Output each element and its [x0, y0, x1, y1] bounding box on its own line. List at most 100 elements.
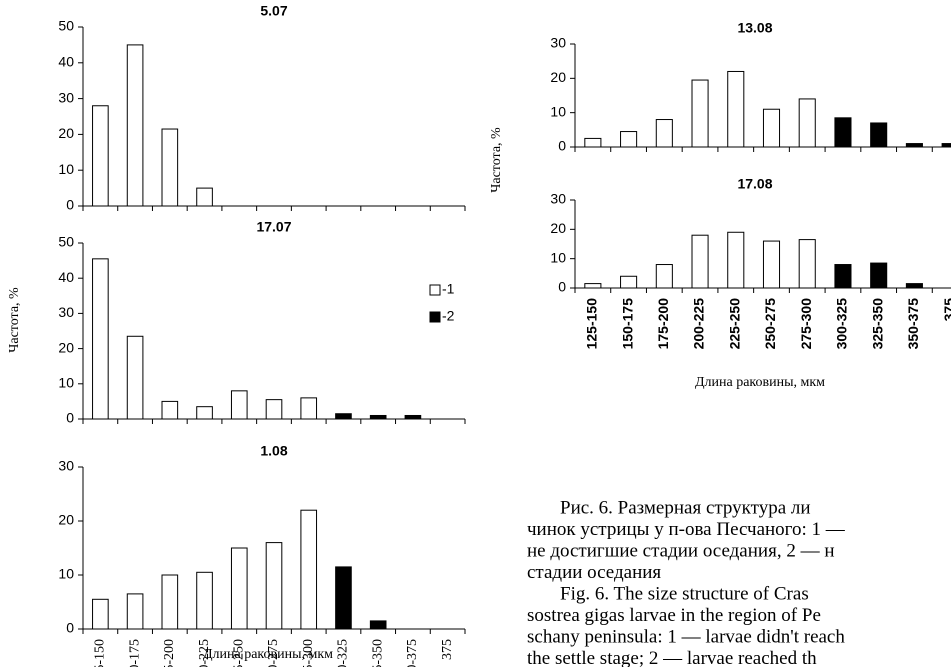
y-tick-label: 10	[58, 375, 74, 391]
x-tick-label: 225-250	[726, 298, 742, 350]
bar	[126, 44, 144, 207]
caption-line: the settle stage; 2 — larvae reached th	[527, 648, 817, 667]
chart-title: 5.07	[260, 3, 287, 19]
y-tick-label: 10	[58, 566, 74, 582]
x-tick-label: 200-225	[197, 639, 212, 667]
x-axis-label: Длина раковины, мкм	[695, 375, 825, 390]
bar	[870, 262, 888, 289]
bar	[126, 593, 144, 630]
bar	[92, 598, 109, 630]
y-tick-label: 10	[550, 249, 566, 265]
y-tick-label: 0	[558, 138, 566, 154]
y-tick-label: 20	[58, 512, 74, 528]
y-tick-label: 0	[66, 197, 74, 213]
x-tick-label: 375	[941, 298, 951, 322]
y-tick-label: 40	[58, 269, 74, 285]
x-tick-label: 350-375	[905, 298, 921, 350]
y-tick-label: 0	[66, 410, 74, 426]
bar	[196, 187, 213, 207]
bar	[300, 397, 318, 420]
bar	[369, 414, 387, 420]
x-tick-label: 175-200	[655, 298, 671, 350]
bar	[92, 105, 109, 207]
legend-label: -1	[442, 281, 455, 297]
bar	[196, 571, 213, 630]
y-tick-label: 20	[550, 220, 566, 236]
bar	[335, 566, 352, 630]
bar	[300, 509, 318, 630]
bar	[727, 231, 745, 289]
legend-swatch	[429, 311, 441, 323]
y-tick-label: 30	[58, 458, 74, 474]
bar	[584, 283, 602, 289]
x-tick-label: 275-300	[798, 298, 814, 350]
bar	[620, 131, 638, 148]
x-tick-label: 350-375	[405, 639, 420, 667]
y-tick-label: 40	[58, 54, 74, 70]
bar	[369, 620, 387, 630]
bar	[655, 119, 673, 148]
caption-line: sostrea gigas larvae in the region of Pe	[527, 605, 821, 626]
caption-line: чинок устрицы у п-ова Песчаного: 1 —	[527, 519, 846, 540]
x-tick-label: 150-175	[127, 639, 142, 667]
bar	[727, 70, 745, 148]
y-tick-label: 30	[550, 191, 566, 207]
x-tick-label: 175-200	[162, 639, 177, 667]
bar	[798, 98, 816, 148]
x-tick-label: 200-225	[691, 298, 707, 350]
y-axis-label: Частота, %	[7, 287, 22, 353]
bar	[905, 283, 923, 289]
caption-line: Fig. 6. The size structure of Cras	[560, 583, 809, 604]
bar	[335, 413, 352, 420]
bar	[196, 406, 213, 420]
bar	[655, 264, 673, 289]
y-tick-label: 10	[58, 161, 74, 177]
y-tick-label: 20	[58, 125, 74, 141]
x-tick-label: 125-150	[584, 298, 600, 350]
y-tick-label: 20	[550, 69, 566, 85]
bar	[834, 264, 852, 289]
chart-title: 17.07	[256, 219, 291, 235]
bar	[870, 122, 888, 148]
caption-line: не достигшие стадии оседания, 2 — н	[527, 540, 835, 561]
bar	[161, 574, 179, 630]
y-tick-label: 20	[58, 339, 74, 355]
y-tick-label: 0	[558, 279, 566, 295]
x-tick-label: 300-325	[336, 639, 351, 667]
caption-line: стадии оседания	[527, 562, 661, 583]
caption-line: schany peninsula: 1 — larvae didn't reac…	[527, 626, 845, 647]
bar	[584, 137, 602, 148]
bar	[834, 117, 852, 148]
bar	[691, 79, 709, 148]
legend-swatch	[429, 284, 441, 296]
y-axis-label: Частота, %	[489, 127, 504, 193]
bar	[404, 414, 422, 420]
bar	[92, 258, 109, 420]
bar	[230, 390, 248, 420]
y-tick-label: 30	[550, 35, 566, 51]
bar	[691, 234, 709, 289]
x-tick-label: 300-325	[834, 298, 850, 350]
chart-title: 1.08	[260, 443, 287, 459]
bar	[762, 108, 781, 148]
bar	[620, 275, 638, 289]
bar	[265, 542, 283, 630]
x-tick-label: 125-150	[93, 639, 108, 667]
y-tick-label: 30	[58, 304, 74, 320]
y-tick-label: 50	[58, 234, 74, 250]
bar	[161, 128, 179, 207]
x-tick-label: 250-275	[762, 298, 778, 350]
x-tick-label: 225-250	[231, 639, 246, 667]
x-tick-label: 325-350	[869, 298, 885, 350]
bar	[762, 240, 781, 289]
chart-title: 17.08	[737, 176, 772, 192]
bar	[798, 239, 816, 289]
x-tick-label: 250-275	[266, 639, 281, 667]
chart-title: 13.08	[737, 20, 772, 36]
x-tick-label: 375	[440, 639, 455, 660]
y-tick-label: 50	[58, 18, 74, 34]
bar	[905, 143, 923, 148]
bar	[941, 143, 951, 148]
y-tick-label: 10	[550, 103, 566, 119]
